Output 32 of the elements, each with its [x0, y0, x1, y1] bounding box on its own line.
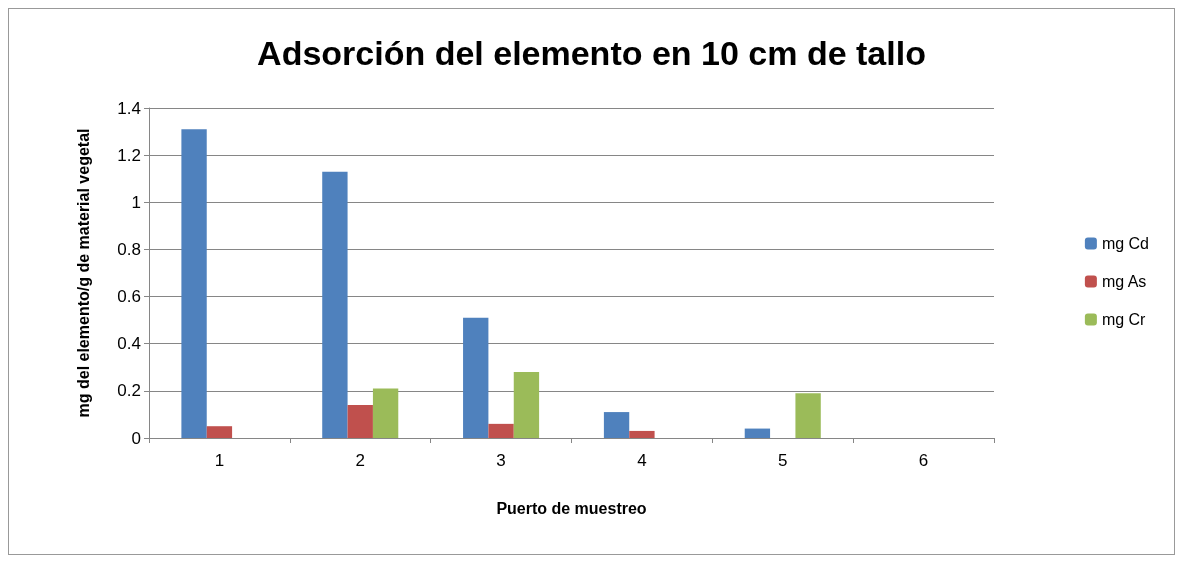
bar	[488, 423, 514, 438]
bar	[463, 317, 489, 438]
y-tick-label: 0.4	[117, 334, 141, 354]
bar	[372, 388, 399, 438]
legend-label: mg Cd	[1101, 235, 1149, 252]
x-axis-title: Puerto de muestreo	[496, 499, 647, 517]
x-tick-label: 6	[918, 451, 929, 470]
bar	[347, 405, 373, 438]
bar	[744, 428, 771, 438]
bar	[603, 412, 630, 438]
y-tick-label: 1.4	[117, 98, 141, 118]
bar	[513, 372, 540, 438]
y-tick-label: 0.2	[117, 381, 141, 401]
legend-label: mg Cr	[1101, 311, 1147, 328]
bar	[795, 393, 821, 438]
legend-label: mg As	[1101, 273, 1147, 290]
chart-title: Adsorción del elemento en 10 cm de tallo	[257, 34, 926, 72]
y-tick-label: 1	[131, 192, 141, 212]
y-tick-label: 0.8	[117, 239, 141, 259]
y-tick-label: 0	[131, 428, 141, 448]
x-tick-label: 1	[214, 451, 225, 470]
x-tick-label: 5	[778, 451, 788, 470]
y-tick-label: 0.6	[117, 287, 141, 307]
bar	[322, 171, 348, 438]
y-axis-title: mg del elemento/g de material vegetal	[74, 128, 92, 418]
y-tick-label: 1.2	[117, 145, 141, 165]
bar	[629, 430, 655, 438]
x-tick-label: 2	[355, 451, 365, 470]
bar	[206, 426, 233, 438]
bar	[181, 129, 207, 438]
x-tick-label: 4	[637, 451, 647, 470]
x-tick-label: 3	[496, 451, 506, 470]
